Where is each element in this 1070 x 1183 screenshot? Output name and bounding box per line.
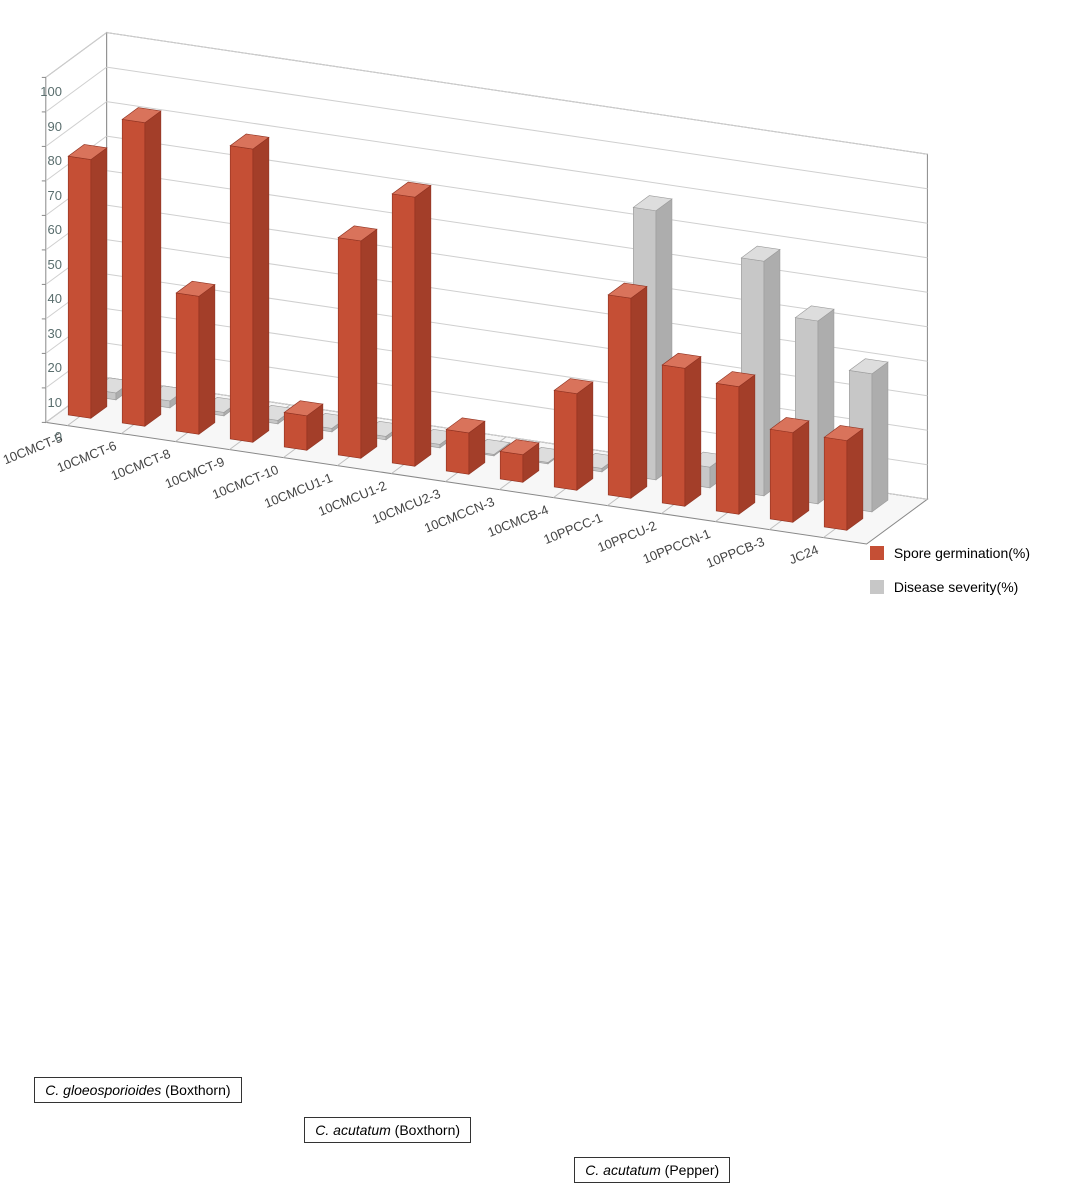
y-tick: 50	[22, 257, 62, 272]
group-box: C. gloeosporioides (Boxthorn)	[34, 1077, 241, 1103]
plot-area: 10CMCT-510CMCT-610CMCT-810CMCT-910CMCT-1…	[10, 25, 1060, 585]
legend-item-disease: Disease severity(%)	[870, 579, 1030, 595]
y-tick: 40	[22, 291, 62, 306]
y-tick: 20	[22, 360, 62, 375]
y-tick: 30	[22, 326, 62, 341]
legend: Spore germination(%) Disease severity(%)	[870, 527, 1030, 595]
y-tick: 100	[22, 84, 62, 99]
y-tick: 90	[22, 119, 62, 134]
legend-item-spore: Spore germination(%)	[870, 545, 1030, 561]
y-tick: 70	[22, 188, 62, 203]
y-tick: 10	[22, 395, 62, 410]
y-tick: 60	[22, 222, 62, 237]
legend-label-spore: Spore germination(%)	[894, 545, 1030, 561]
group-box: C. acutatum (Boxthorn)	[304, 1117, 471, 1143]
legend-swatch-spore	[870, 546, 884, 560]
y-tick: 80	[22, 153, 62, 168]
y-axis: 0102030405060708090100	[22, 40, 62, 440]
group-box: C. acutatum (Pepper)	[574, 1157, 730, 1183]
y-tick: 0	[22, 429, 62, 444]
legend-label-disease: Disease severity(%)	[894, 579, 1018, 595]
x-label: 10PPCB-3	[704, 534, 767, 571]
chart: 0 10 20 30 40 50 60 70 80 90 100 10CMCT-510CMCT-61…	[10, 25, 1060, 625]
legend-swatch-disease	[870, 580, 884, 594]
x-label: JC24	[787, 542, 821, 567]
